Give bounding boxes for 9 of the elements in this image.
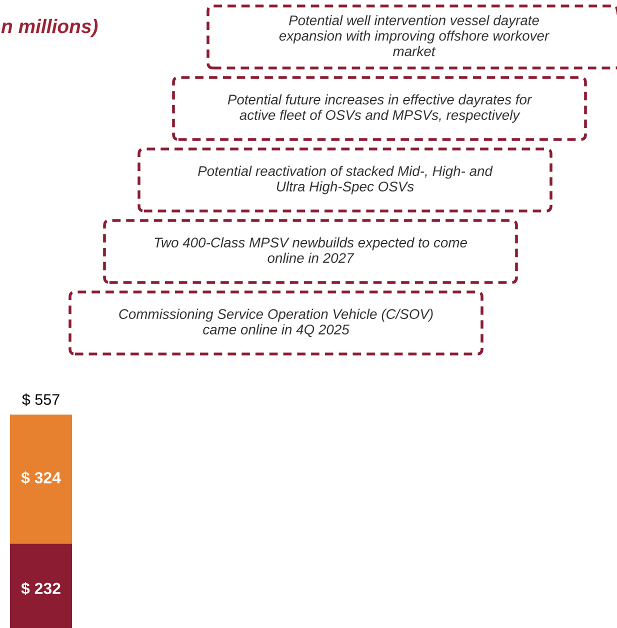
data-label: $ 324: [21, 471, 61, 484]
text: Two 400-Class MPSV newbuilds expected to come online in 2027: [154, 237, 467, 263]
text: Commissioning Service Operation Vehicle (C/SOV) came online in 4Q 2025: [119, 308, 433, 337]
text: Potential reactivation of stacked Mid-, High- and Ultra High-Spec OSVs: [198, 166, 493, 194]
total-label: $ 557: [22, 393, 60, 406]
chart-title: n millions): [1, 18, 98, 38]
text: Potential future increases in effective dayrates for active fleet of OSVs and MPSVs, respectively: [228, 94, 532, 123]
text: Potential well intervention vessel dayrate expansion with improving offshore workover market: [279, 15, 550, 56]
data-label: $ 232: [21, 582, 60, 596]
